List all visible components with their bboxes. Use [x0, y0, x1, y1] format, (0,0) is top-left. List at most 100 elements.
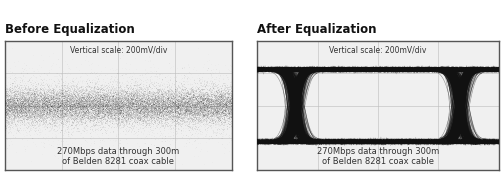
- Point: [131, 98, 139, 101]
- Point: [67, 95, 75, 98]
- Point: [57, 95, 66, 98]
- Point: [41, 98, 49, 101]
- Point: [38, 105, 46, 108]
- Point: [136, 110, 144, 113]
- Point: [75, 82, 83, 84]
- Point: [202, 95, 210, 98]
- Point: [111, 103, 119, 106]
- Point: [206, 118, 214, 121]
- Point: [24, 90, 32, 93]
- Point: [9, 112, 17, 115]
- Point: [224, 89, 232, 92]
- Point: [122, 122, 130, 125]
- Point: [68, 96, 76, 99]
- Point: [62, 106, 70, 109]
- Point: [10, 117, 18, 120]
- Point: [184, 99, 192, 102]
- Point: [112, 105, 120, 107]
- Point: [30, 108, 38, 111]
- Point: [61, 104, 69, 107]
- Point: [151, 108, 159, 111]
- Point: [48, 104, 56, 107]
- Point: [160, 108, 168, 111]
- Point: [144, 110, 152, 113]
- Point: [196, 104, 204, 107]
- Point: [114, 133, 122, 136]
- Point: [63, 93, 71, 96]
- Point: [187, 83, 196, 85]
- Point: [28, 112, 36, 115]
- Point: [87, 107, 95, 110]
- Point: [191, 119, 199, 122]
- Point: [177, 104, 185, 107]
- Point: [83, 104, 91, 107]
- Point: [81, 101, 89, 104]
- Point: [203, 83, 211, 86]
- Point: [109, 103, 117, 106]
- Point: [28, 115, 36, 118]
- Point: [188, 112, 197, 115]
- Point: [55, 96, 63, 99]
- Point: [129, 100, 137, 103]
- Point: [104, 89, 112, 91]
- Point: [58, 102, 66, 105]
- Point: [145, 105, 153, 108]
- Point: [210, 99, 218, 102]
- Point: [183, 117, 192, 120]
- Point: [184, 106, 192, 109]
- Point: [15, 118, 23, 121]
- Point: [212, 98, 220, 101]
- Point: [54, 72, 62, 75]
- Point: [17, 113, 25, 116]
- Point: [78, 122, 86, 125]
- Point: [79, 102, 87, 105]
- Point: [97, 84, 105, 87]
- Point: [10, 114, 18, 117]
- Point: [116, 91, 124, 94]
- Point: [107, 93, 115, 96]
- Point: [31, 119, 39, 122]
- Point: [195, 89, 203, 92]
- Point: [203, 105, 211, 108]
- Point: [137, 115, 145, 118]
- Point: [21, 107, 29, 110]
- Point: [115, 100, 123, 102]
- Point: [27, 116, 35, 118]
- Point: [85, 95, 93, 97]
- Point: [197, 100, 205, 103]
- Point: [113, 117, 121, 120]
- Point: [64, 123, 72, 126]
- Point: [120, 97, 128, 100]
- Point: [117, 93, 125, 95]
- Point: [171, 104, 179, 107]
- Point: [204, 96, 212, 99]
- Point: [161, 109, 169, 112]
- Point: [180, 102, 188, 105]
- Point: [33, 104, 41, 107]
- Point: [169, 101, 177, 104]
- Point: [149, 84, 157, 87]
- Point: [213, 95, 221, 98]
- Point: [148, 111, 156, 114]
- Point: [90, 108, 98, 111]
- Point: [51, 100, 59, 103]
- Point: [216, 100, 224, 103]
- Point: [20, 100, 28, 103]
- Point: [112, 122, 120, 124]
- Point: [129, 110, 137, 113]
- Point: [100, 102, 108, 105]
- Point: [53, 104, 61, 107]
- Point: [155, 114, 163, 117]
- Point: [62, 100, 71, 103]
- Point: [222, 100, 230, 103]
- Point: [38, 101, 46, 104]
- Point: [28, 116, 36, 119]
- Point: [212, 134, 220, 137]
- Point: [127, 101, 135, 104]
- Point: [217, 95, 225, 98]
- Point: [134, 101, 142, 104]
- Point: [211, 110, 219, 113]
- Point: [215, 115, 223, 118]
- Point: [90, 116, 98, 119]
- Point: [10, 98, 18, 101]
